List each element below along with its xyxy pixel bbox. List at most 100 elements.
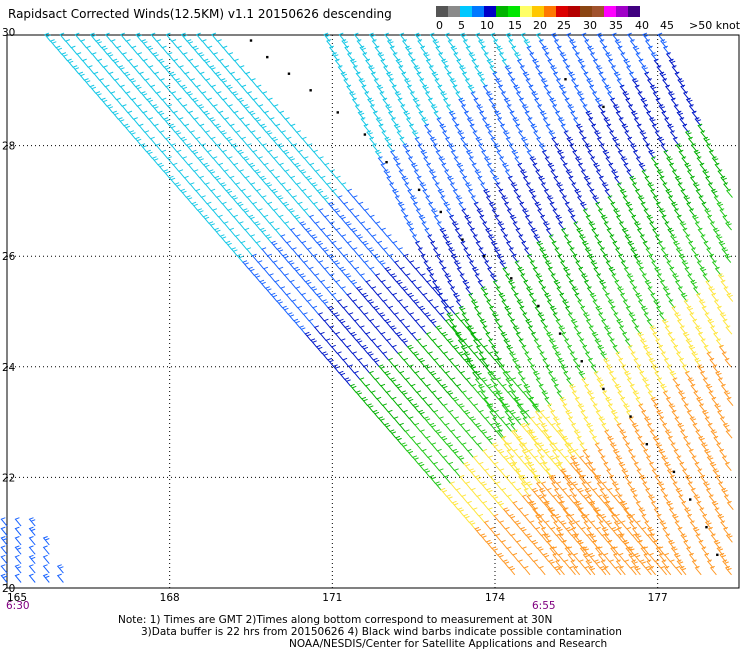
wind-barb [534,97,541,107]
wind-barb [85,45,93,55]
wind-barb [270,240,278,250]
wind-barb [619,533,627,543]
wind-barb [670,201,678,211]
wind-barb [558,84,566,94]
wind-barb [76,52,84,62]
wind-barb [630,455,638,465]
wind-barb [484,416,492,426]
wind-barb [148,117,155,127]
wind-barb [405,149,413,159]
wind-barb [578,370,586,381]
wind-barb [555,533,563,543]
wind-barb [28,526,36,536]
wind-barb [590,156,598,166]
wind-barb [497,448,505,459]
wind-barb [486,162,494,172]
wind-barb [452,84,460,94]
wind-barb [475,240,483,250]
wind-barb [465,286,473,296]
wind-barb [516,383,524,394]
time-label: 6:55 [532,600,556,612]
wind-barb [436,117,444,127]
wind-barb [722,422,730,433]
wind-barb [539,455,547,465]
wind-barb [569,487,577,498]
wind-barb [664,565,672,576]
wind-barb [663,494,671,504]
wind-barb [617,149,625,159]
wind-barb [463,110,471,120]
wind-barb [591,91,599,101]
wind-barb [696,500,704,511]
wind-barb [590,500,597,511]
wind-barb [643,546,650,556]
wind-barb [485,91,493,101]
wind-barb [449,78,457,88]
wind-barb [482,344,490,355]
wind-barb [244,123,252,133]
wind-barb [613,175,621,185]
wind-barb [710,429,718,439]
wind-barb [681,156,689,166]
latitude-label: 24 [2,362,16,374]
wind-barb [267,201,275,211]
wind-barb [699,162,707,172]
wind-barb [562,266,570,276]
wind-barb [310,338,318,348]
wind-barb [291,195,299,205]
wind-barb [686,513,694,524]
wind-barb [409,227,417,237]
wind-barb [256,84,264,94]
wind-barb [431,175,439,185]
wind-barb [679,221,687,231]
wind-barb [679,565,687,576]
wind-barb [435,325,443,335]
wind-barb [559,52,567,62]
wind-barb [551,448,559,459]
wind-barb [679,117,687,127]
wind-barb [257,156,265,166]
wind-barb [367,299,375,309]
wind-barb [607,435,614,446]
wind-barb [427,299,435,309]
wind-barb [216,91,224,101]
wind-barb [462,513,470,524]
wind-barb [717,513,725,524]
wind-barb [620,260,628,270]
wind-barb [724,253,732,263]
wind-barb [399,136,407,146]
wind-barb [481,357,489,368]
wind-barb [460,240,468,250]
wind-barb [504,65,512,75]
wind-barb [394,91,402,101]
wind-barb [321,351,329,361]
wind-barb [589,84,596,94]
wind-barb [612,546,620,556]
wind-barb [231,143,239,153]
wind-barb [162,169,170,179]
wind-barb [458,65,466,75]
wind-barb [673,448,681,459]
wind-barb [612,552,620,563]
wind-barb [719,312,727,322]
wind-barb [468,52,476,62]
wind-barb [461,208,469,218]
wind-barb [151,156,159,166]
wind-barb [564,305,572,315]
wind-barb [558,429,566,439]
wind-barb [606,468,614,478]
wind-barb [582,494,590,504]
wind-barb [625,201,633,211]
wind-barb [516,58,524,68]
wind-barb [556,481,564,491]
wind-barb [404,429,412,439]
wind-barb [703,136,710,146]
wind-barb [656,513,664,524]
wind-barb [344,377,351,387]
wind-barb [494,214,502,224]
wind-barb [242,260,250,270]
wind-barb [664,325,672,335]
contamination-marker [645,443,649,446]
wind-barb [343,78,351,88]
wind-barb [591,331,599,342]
